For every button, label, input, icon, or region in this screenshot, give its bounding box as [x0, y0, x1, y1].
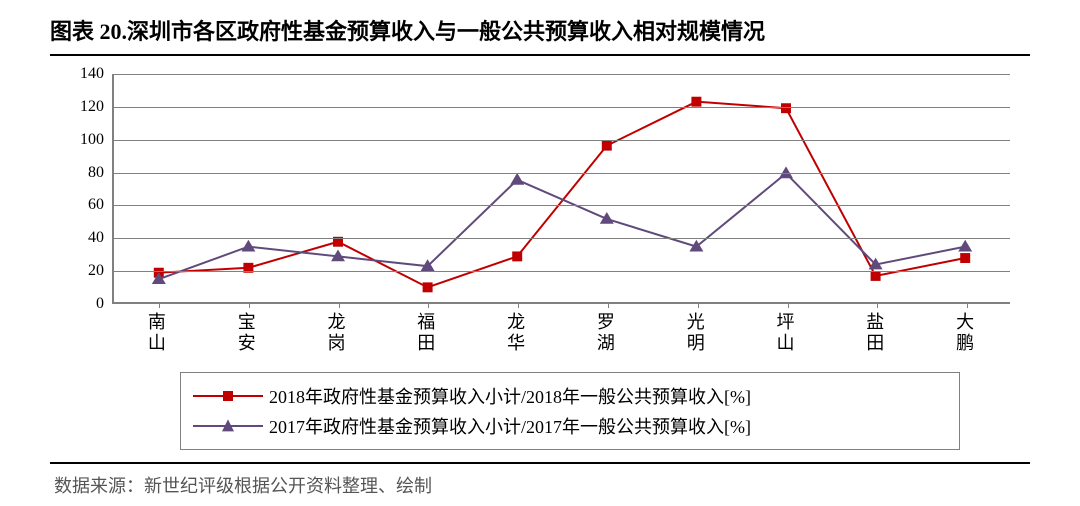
y-axis: 020406080100120140: [60, 74, 110, 304]
series-marker-s2017: [510, 173, 524, 185]
triangle-marker-icon: [222, 419, 234, 431]
x-tick-label: 罗湖: [596, 312, 616, 353]
x-tick: [698, 302, 699, 308]
x-tick: [877, 302, 878, 308]
y-tick-label: 140: [80, 65, 104, 83]
x-axis: 南山 宝安 龙岗 福田 龙华 罗湖 光明 坪山 盐田 大鹏: [112, 312, 1010, 360]
y-tick-label: 120: [80, 98, 104, 116]
x-tick-label: 光明: [686, 312, 706, 353]
chart-lines: [114, 74, 1010, 302]
y-tick-label: 100: [80, 131, 104, 149]
x-tick-label: 盐田: [865, 312, 885, 353]
y-tick-label: 60: [88, 196, 104, 214]
x-tick: [518, 302, 519, 308]
series-line-s2018: [159, 102, 965, 288]
gridline: [114, 107, 1010, 108]
x-tick: [428, 302, 429, 308]
legend-item-s2018: 2018年政府性基金预算收入小计/2018年一般公共预算收入[%]: [193, 381, 947, 411]
series-marker-s2018: [512, 251, 522, 261]
series-marker-s2018: [781, 103, 791, 113]
gridline: [114, 271, 1010, 272]
x-tick-label: 大鹏: [955, 312, 975, 353]
legend-swatch: [193, 387, 263, 405]
series-line-s2017: [159, 173, 965, 279]
series-marker-s2018: [960, 253, 970, 263]
x-tick-label: 南山: [147, 312, 167, 353]
series-marker-s2017: [600, 212, 614, 224]
x-tick-label: 龙岗: [327, 312, 347, 353]
legend-label: 2018年政府性基金预算收入小计/2018年一般公共预算收入[%]: [269, 383, 751, 409]
gridline: [114, 173, 1010, 174]
series-marker-s2018: [602, 141, 612, 151]
legend: 2018年政府性基金预算收入小计/2018年一般公共预算收入[%] 2017年政府…: [180, 372, 960, 450]
series-marker-s2017: [958, 240, 972, 252]
x-tick: [159, 302, 160, 308]
gridline: [114, 74, 1010, 75]
x-tick-label: 龙华: [506, 312, 526, 353]
x-tick: [249, 302, 250, 308]
plot-area: [112, 74, 1010, 304]
chart-frame: 020406080100120140 南山宝安龙岗福田龙华罗湖光明坪山盐田大鹏 …: [50, 54, 1030, 464]
x-tick: [967, 302, 968, 308]
x-tick-label: 坪山: [776, 312, 796, 353]
x-tick: [339, 302, 340, 308]
series-marker-s2017: [241, 240, 255, 252]
legend-label: 2017年政府性基金预算收入小计/2017年一般公共预算收入[%]: [269, 413, 751, 439]
gridline: [114, 238, 1010, 239]
x-tick: [608, 302, 609, 308]
source-text: 数据来源：新世纪评级根据公开资料整理、绘制: [50, 464, 1030, 498]
chart-title: 图表 20.深圳市各区政府性基金预算收入与一般公共预算收入相对规模情况: [50, 10, 1030, 54]
gridline: [114, 140, 1010, 141]
gridline: [114, 205, 1010, 206]
x-tick-label: 宝安: [237, 312, 257, 353]
x-tick-label: 福田: [416, 312, 436, 353]
y-tick-label: 80: [88, 164, 104, 182]
series-marker-s2018: [871, 271, 881, 281]
y-tick-label: 40: [88, 229, 104, 247]
series-marker-s2018: [423, 282, 433, 292]
legend-swatch: [193, 417, 263, 435]
x-tick: [788, 302, 789, 308]
plot-container: 020406080100120140 南山宝安龙岗福田龙华罗湖光明坪山盐田大鹏 …: [60, 64, 1020, 454]
series-marker-s2018: [691, 97, 701, 107]
legend-item-s2017: 2017年政府性基金预算收入小计/2017年一般公共预算收入[%]: [193, 411, 947, 441]
y-tick-label: 20: [88, 262, 104, 280]
y-tick-label: 0: [96, 295, 104, 313]
square-marker-icon: [223, 391, 233, 401]
